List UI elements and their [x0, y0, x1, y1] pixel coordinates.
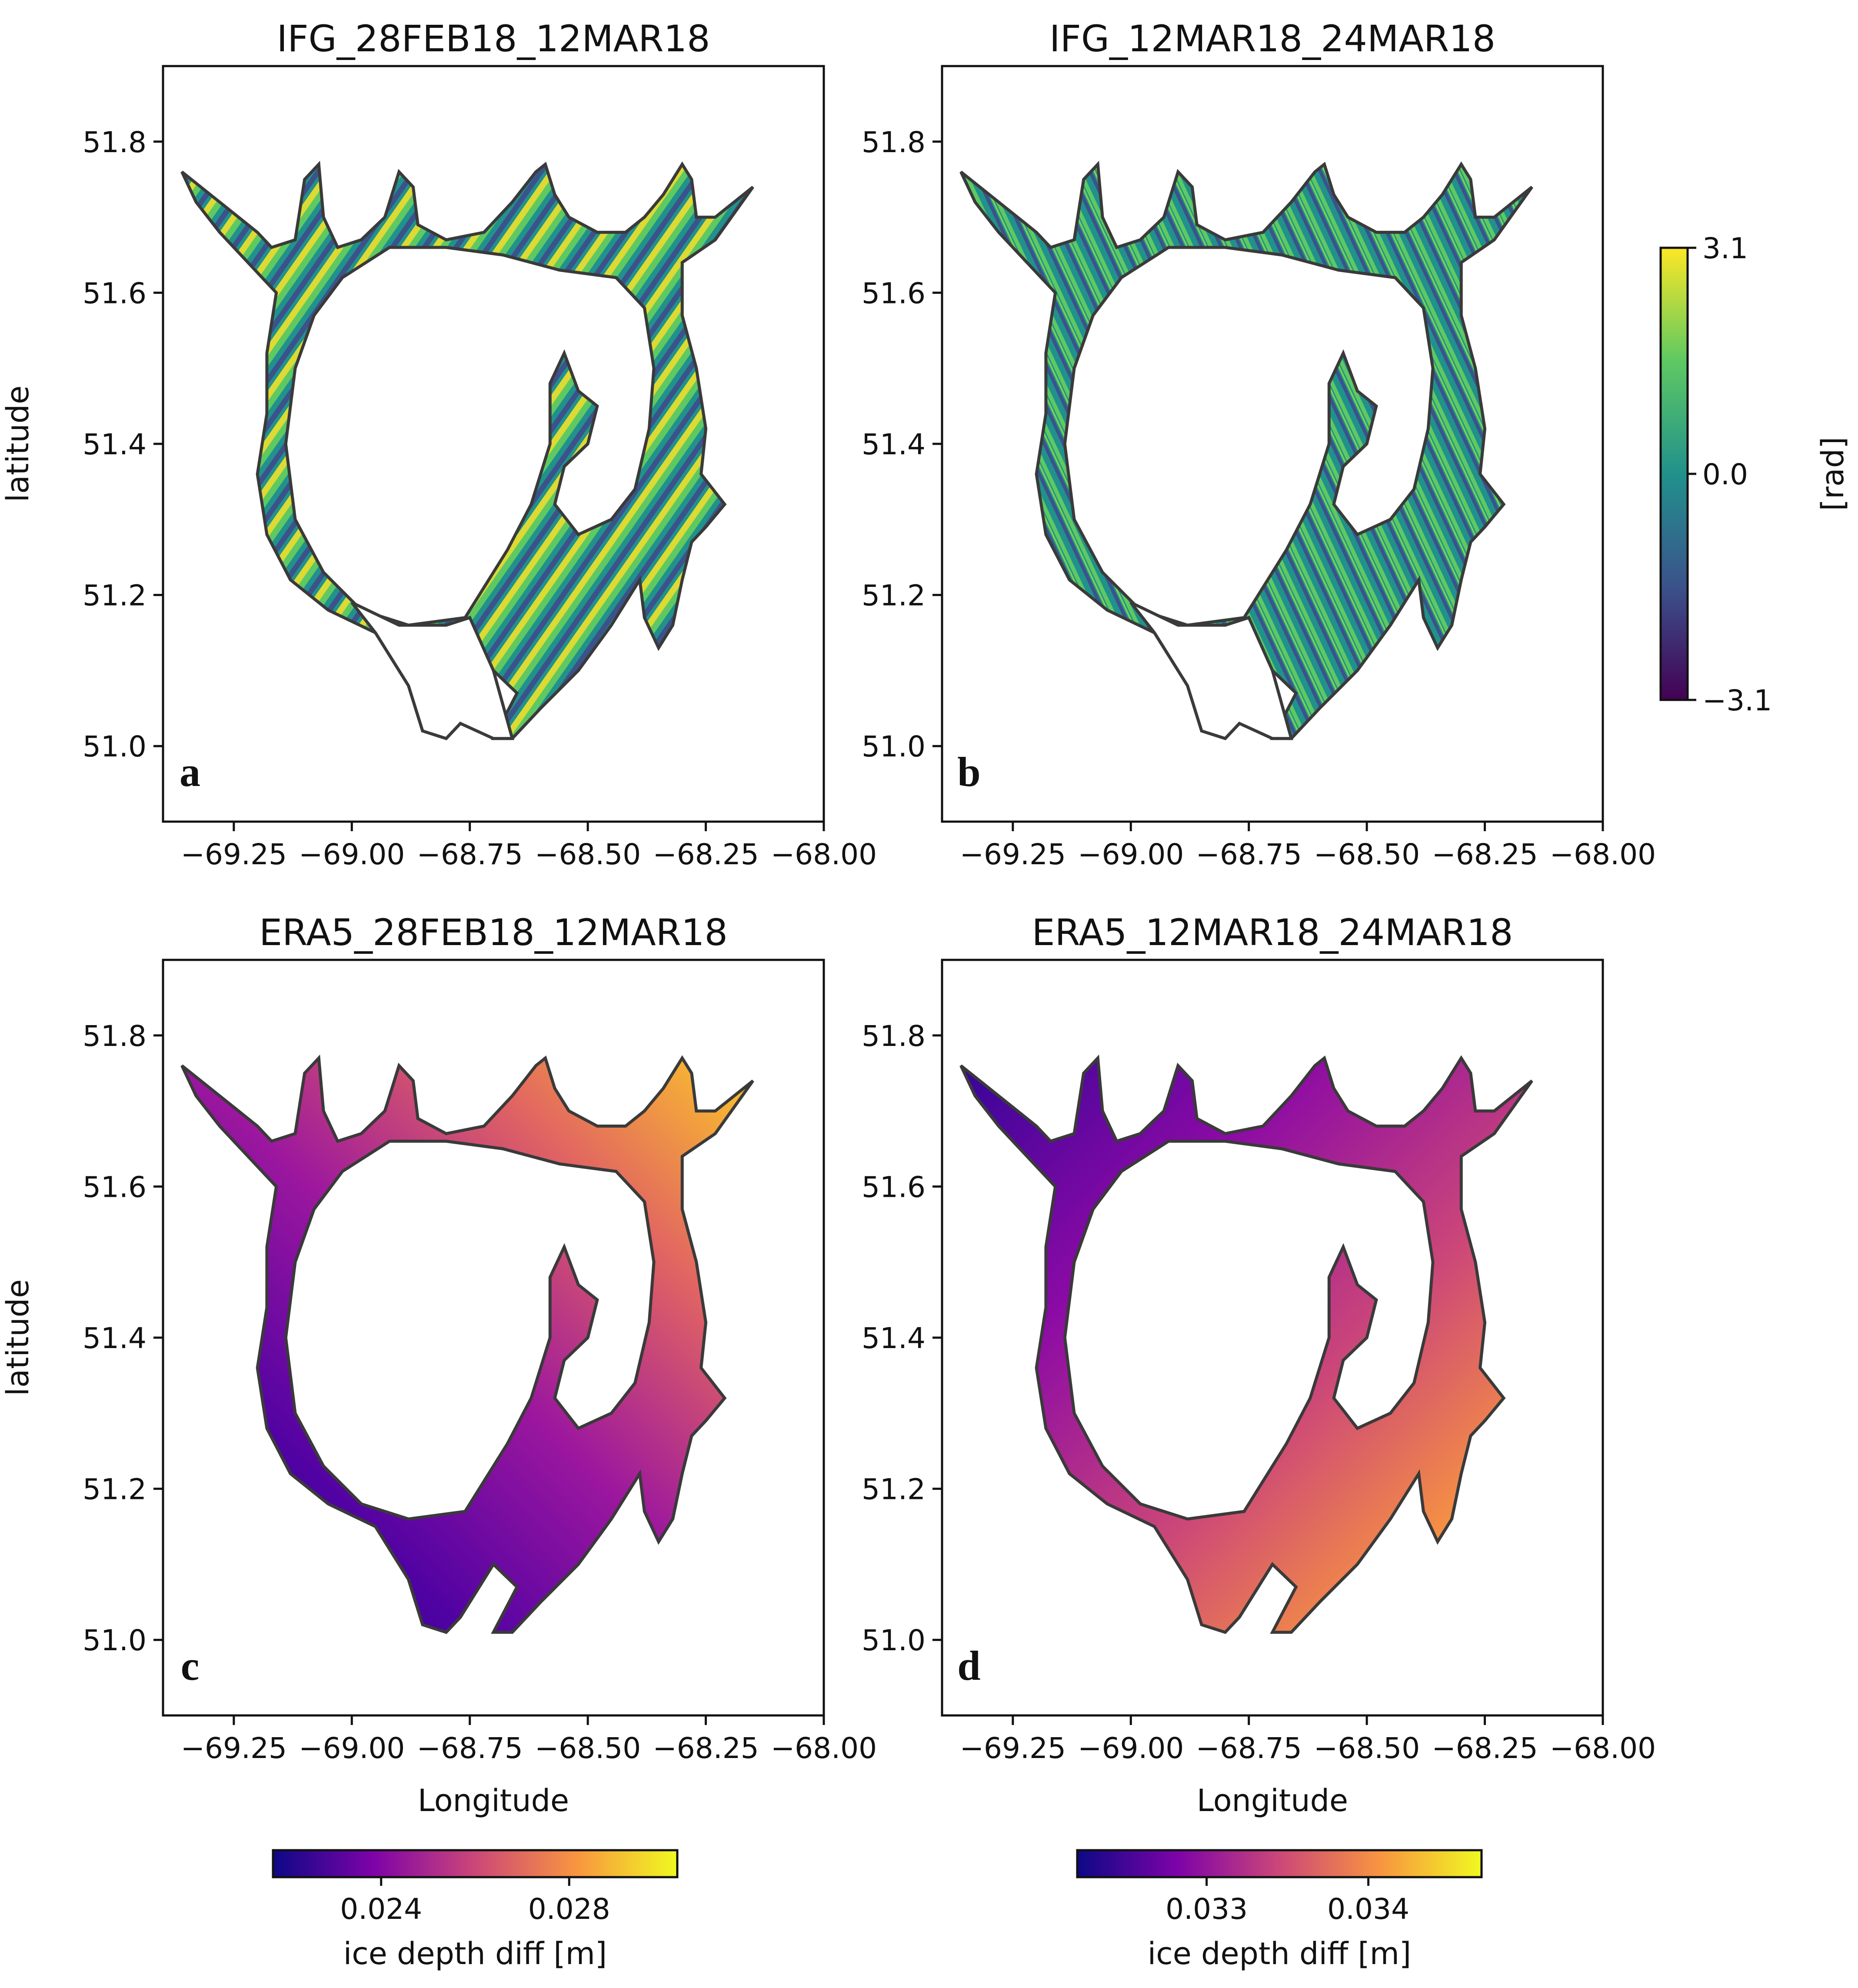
x-tick-label: −68.75 — [1196, 838, 1302, 871]
colorbar-tick-label: 0.033 — [1165, 1892, 1248, 1926]
x-tick-label: −68.25 — [653, 838, 759, 871]
no-data-region-a — [350, 601, 515, 740]
colorbar-era5-d: 0.033 0.034 ice depth diff [m] — [1076, 1849, 1483, 1971]
x-tick-label: −68.75 — [1196, 1732, 1302, 1765]
y-axis-label-a: latitude — [0, 386, 36, 503]
panel-title-b: IFG_12MAR18_24MAR18 — [1049, 17, 1495, 60]
y-tick-label: 51.6 — [862, 276, 926, 310]
y-tick-label: 51.0 — [862, 730, 926, 763]
colorbar-phase-label: [rad] — [1815, 437, 1851, 511]
x-tick-label: −69.25 — [181, 838, 287, 871]
colorbar-phase: 3.1 0.0 −3.1 [rad] — [1659, 232, 1851, 717]
x-axis-label-d: Longitude — [1197, 1783, 1348, 1818]
colorbar-phase-tick-label: 0.0 — [1702, 458, 1748, 491]
x-tick-label: −69.00 — [1078, 838, 1184, 871]
x-tick-label: −68.00 — [1550, 1732, 1656, 1765]
y-tick-label: 51.2 — [862, 579, 926, 613]
y-tick-label: 51.8 — [83, 126, 147, 159]
y-tick-label: 51.4 — [83, 1322, 147, 1355]
colorbar-label: ice depth diff [m] — [343, 1936, 607, 1971]
y-tick-label: 51.2 — [862, 1473, 926, 1506]
y-axis-label-c: latitude — [0, 1279, 36, 1396]
colorbar-ramp — [272, 1849, 679, 1878]
x-tick-label: −68.25 — [1432, 1732, 1538, 1765]
panel-title-a: IFG_28FEB18_12MAR18 — [276, 17, 710, 60]
x-tick-label: −68.50 — [535, 1732, 641, 1765]
no-data-region-b — [1129, 601, 1294, 740]
lake-field-c — [180, 1054, 754, 1634]
x-tick-label: −69.00 — [299, 838, 405, 871]
colorbar-era5-c: 0.024 0.028 ice depth diff [m] — [272, 1849, 679, 1971]
y-tick-label: 51.4 — [862, 1322, 926, 1355]
panel-title-d: ERA5_12MAR18_24MAR18 — [1032, 911, 1513, 954]
x-tick-label: −69.25 — [181, 1732, 287, 1765]
colorbar-phase-ramp — [1659, 246, 1689, 701]
x-tick-label: −68.25 — [653, 1732, 759, 1765]
x-tick-label: −68.50 — [1314, 1732, 1420, 1765]
lake-field-d — [959, 1054, 1533, 1634]
panel-letter-a: a — [180, 749, 200, 795]
panel-letter-d: d — [957, 1642, 980, 1689]
y-tick-label: 51.0 — [83, 730, 147, 763]
colorbar-ramp — [1076, 1849, 1483, 1878]
x-tick-label: −68.00 — [771, 1732, 877, 1765]
y-tick-label: 51.4 — [862, 428, 926, 461]
y-tick-label: 51.0 — [862, 1624, 926, 1657]
colorbar-tick-label: 0.034 — [1327, 1892, 1409, 1926]
y-tick-label: 51.2 — [83, 579, 147, 613]
y-tick-label: 51.0 — [83, 1624, 147, 1657]
y-tick-label: 51.8 — [83, 1019, 147, 1053]
x-axis-label-c: Longitude — [418, 1783, 569, 1818]
colorbar-phase-tick-label: 3.1 — [1702, 232, 1748, 265]
colorbar-tick-label: 0.028 — [528, 1892, 610, 1926]
y-tick-label: 51.6 — [862, 1170, 926, 1204]
colorbar-tick-label: 0.024 — [340, 1892, 422, 1926]
x-tick-label: −68.50 — [535, 838, 641, 871]
x-tick-label: −68.50 — [1314, 838, 1420, 871]
y-tick-label: 51.6 — [83, 276, 147, 310]
colorbar-phase-tick-label: −3.1 — [1702, 684, 1772, 717]
x-tick-label: −68.00 — [1550, 838, 1656, 871]
x-tick-label: −68.25 — [1432, 838, 1538, 871]
panel-letter-c: c — [181, 1642, 200, 1689]
x-tick-label: −69.00 — [299, 1732, 405, 1765]
x-tick-label: −69.25 — [960, 838, 1066, 871]
y-tick-label: 51.8 — [862, 1019, 926, 1053]
panel-title-c: ERA5_28FEB18_12MAR18 — [259, 911, 728, 954]
y-tick-label: 51.4 — [83, 428, 147, 461]
x-tick-label: −68.75 — [417, 838, 523, 871]
y-tick-label: 51.8 — [862, 126, 926, 159]
y-tick-label: 51.2 — [83, 1473, 147, 1506]
panel-letter-b: b — [957, 749, 980, 795]
y-tick-label: 51.6 — [83, 1170, 147, 1204]
x-tick-label: −69.25 — [960, 1732, 1066, 1765]
x-tick-label: −68.75 — [417, 1732, 523, 1765]
x-tick-label: −68.00 — [771, 838, 877, 871]
colorbar-label: ice depth diff [m] — [1148, 1936, 1411, 1971]
x-tick-label: −69.00 — [1078, 1732, 1184, 1765]
